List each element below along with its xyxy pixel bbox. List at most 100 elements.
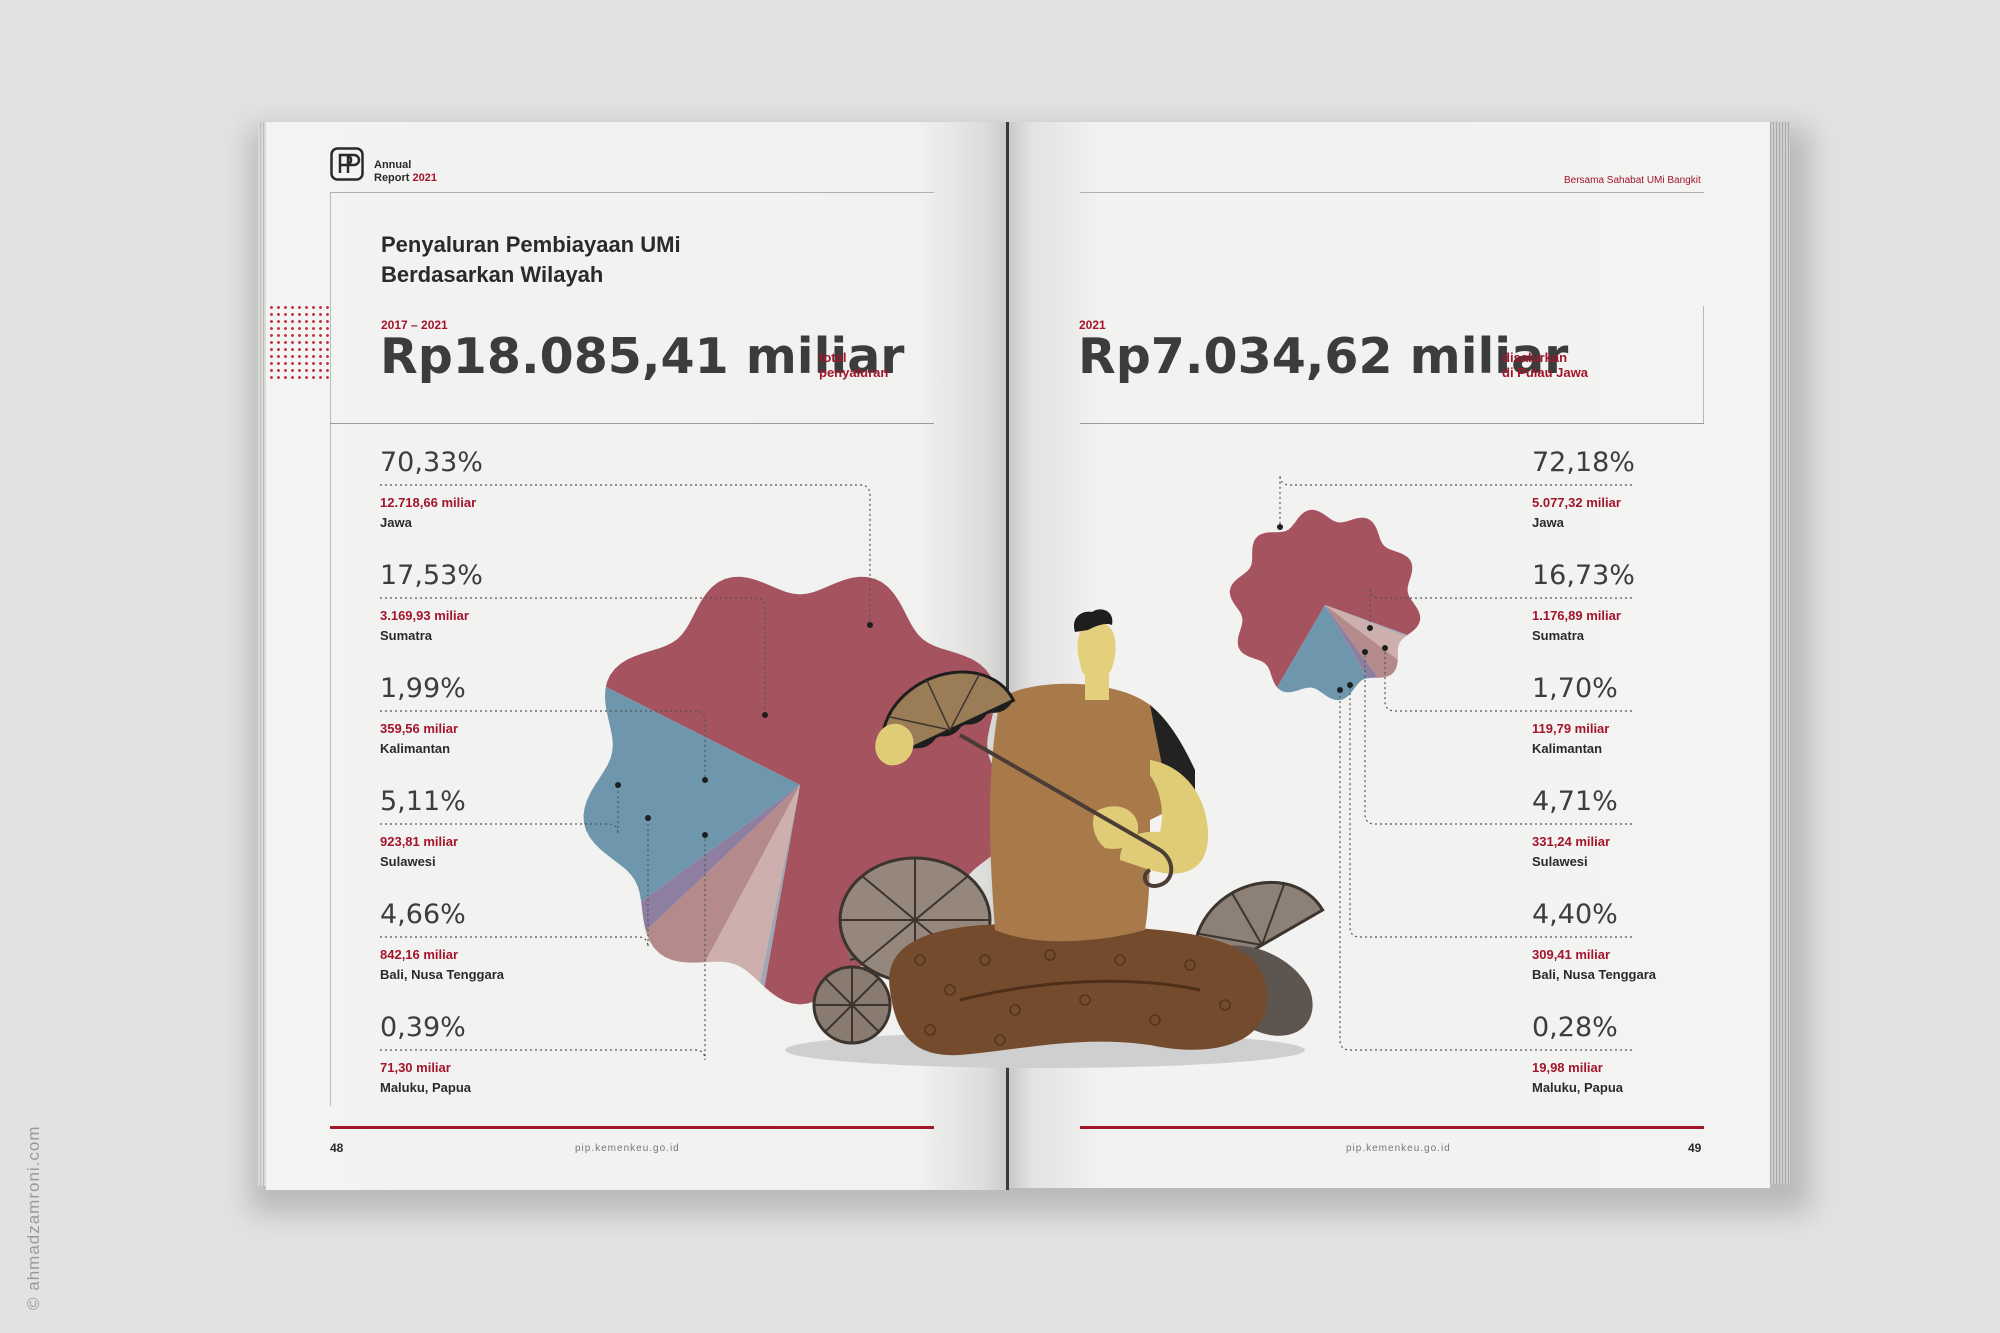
person-legs	[889, 923, 1268, 1056]
right-region-jawa: Jawa	[1532, 515, 1564, 530]
right-region-sulawesi: Sulawesi	[1532, 854, 1588, 869]
open-umbrella-bottom-left	[812, 965, 892, 1045]
right-total-amount: Rp7.034,62 miliar	[1078, 328, 1569, 385]
spine	[1006, 122, 1009, 1190]
left-pct-sumatra: 17,53%	[380, 560, 483, 591]
right-leader-maluku-papua	[1339, 690, 1632, 1051]
right-amount-bali-nt: 309,41 miliar	[1532, 947, 1611, 962]
right-region-sumatra: Sumatra	[1532, 628, 1585, 643]
left-total-note-1: total	[819, 350, 847, 365]
right-frame-vline	[1703, 306, 1704, 424]
left-leader-sumatra	[380, 597, 766, 715]
right-amount-maluku-papua: 19,98 miliar	[1532, 1060, 1603, 1075]
right-leader-lines	[1279, 474, 1632, 1051]
left-pct-bali-nt: 4,66%	[380, 899, 466, 930]
left-header-rule	[330, 423, 934, 424]
left-region-sulawesi: Sulawesi	[380, 854, 436, 869]
left-region-maluku-papua: Maluku, Papua	[380, 1080, 472, 1095]
left-region-kalimantan: Kalimantan	[380, 741, 451, 756]
left-region-sumatra: Sumatra	[380, 628, 433, 643]
left-pie-slice-jawa	[583, 576, 1017, 1005]
right-leader-dot-sumatra	[1367, 625, 1373, 631]
left-leader-dot-jawa	[867, 622, 873, 628]
right-total-note-2: di Pulau Jawa	[1502, 365, 1588, 380]
logo-text-annual: Annual	[374, 159, 412, 171]
left-leader-jawa	[380, 484, 871, 625]
left-leader-maluku-papua	[380, 835, 706, 1061]
right-header-rule	[1080, 423, 1704, 424]
left-amount-sumatra: 3.169,93 miliar	[380, 608, 469, 623]
left-leader-sulawesi	[380, 785, 619, 835]
logo-report-word: Report	[374, 172, 410, 184]
right-tagline: Bersama Sahabat UMi Bangkit	[1564, 175, 1701, 186]
left-footer-url: pip.kemenkeu.go.id	[575, 1143, 680, 1154]
left-pie-slice-bali-nt	[587, 785, 800, 1005]
left-leader-kalimantan	[380, 710, 706, 780]
left-amount-jawa: 12.718,66 miliar	[380, 495, 477, 510]
left-leader-lines	[380, 484, 871, 1061]
left-amount-bali-nt: 842,16 miliar	[380, 947, 459, 962]
right-amount-sumatra: 1.176,89 miliar	[1532, 608, 1621, 623]
right-pct-kalimantan: 1,70%	[1532, 673, 1618, 704]
right-total-note-1: disalurkan	[1502, 350, 1568, 365]
right-leader-sumatra	[1369, 587, 1632, 628]
right-amount-sulawesi: 331,24 miliar	[1532, 834, 1611, 849]
left-period: 2017 – 2021	[381, 318, 448, 332]
right-pie-chart	[1229, 509, 1421, 701]
right-leader-dot-maluku-papua	[1337, 687, 1343, 693]
right-pie-slice-jawa	[1229, 509, 1421, 701]
left-footer-rule	[330, 1126, 934, 1129]
left-region-jawa: Jawa	[380, 515, 412, 530]
right-page-number: 49	[1688, 1141, 1702, 1155]
left-amount-kalimantan: 359,56 miliar	[380, 721, 459, 736]
left-pct-maluku-papua: 0,39%	[380, 1012, 466, 1043]
hand-left	[875, 723, 914, 766]
right-pct-bali-nt: 4,40%	[1532, 899, 1618, 930]
cane	[959, 733, 1174, 888]
right-period: 2021	[1079, 318, 1106, 332]
right-top-rule	[1080, 192, 1704, 193]
left-leader-dot-sulawesi	[615, 782, 621, 788]
left-frame-vline	[330, 192, 331, 1106]
page-edges-right	[1768, 122, 1790, 1184]
right-leader-dot-bali-nt	[1347, 682, 1353, 688]
logo-mark	[330, 147, 364, 181]
right-leader-dot-sulawesi	[1362, 649, 1368, 655]
person-head	[1073, 609, 1116, 700]
right-leader-kalimantan	[1384, 648, 1632, 712]
logo-year: 2021	[412, 172, 437, 184]
left-page-number: 48	[330, 1141, 344, 1155]
left-amount-maluku-papua: 71,30 miliar	[380, 1060, 451, 1075]
logo-text-report: Report 2021	[374, 172, 437, 184]
left-pct-kalimantan: 1,99%	[380, 673, 466, 704]
right-region-maluku-papua: Maluku, Papua	[1532, 1080, 1624, 1095]
right-pct-sulawesi: 4,71%	[1532, 786, 1618, 817]
left-amount-sulawesi: 923,81 miliar	[380, 834, 459, 849]
right-leader-sulawesi	[1364, 652, 1632, 825]
left-region-bali-nt: Bali, Nusa Tenggara	[380, 967, 505, 982]
left-leader-dot-bali-nt	[645, 815, 651, 821]
left-leader-bali-nt	[380, 818, 649, 948]
left-total-amount: Rp18.085,41 miliar	[380, 328, 905, 385]
left-pct-jawa: 70,33%	[380, 447, 483, 478]
right-footer-url: pip.kemenkeu.go.id	[1346, 1143, 1451, 1154]
right-pct-maluku-papua: 0,28%	[1532, 1012, 1618, 1043]
right-pct-jawa: 72,18%	[1532, 447, 1635, 478]
left-pct-sulawesi: 5,11%	[380, 786, 466, 817]
left-pie-slice-maluku-papua	[710, 785, 800, 1005]
left-top-rule	[330, 192, 934, 193]
right-leader-dot-kalimantan	[1382, 645, 1388, 651]
page-title-line1: Penyaluran Pembiayaan UMi	[381, 232, 681, 257]
right-leader-dot-jawa	[1277, 524, 1283, 530]
dot-grid-decoration	[268, 304, 330, 380]
right-leader-bali-nt	[1349, 685, 1632, 938]
left-leader-dot-maluku-papua	[702, 832, 708, 838]
right-amount-jawa: 5.077,32 miliar	[1532, 495, 1621, 510]
left-leader-dot-kalimantan	[702, 777, 708, 783]
page-title-line2: Berdasarkan Wilayah	[381, 262, 604, 287]
right-region-kalimantan: Kalimantan	[1532, 741, 1603, 756]
left-total-note-2: penyaluran	[819, 365, 889, 380]
right-region-bali-nt: Bali, Nusa Tenggara	[1532, 967, 1657, 982]
right-amount-kalimantan: 119,79 miliar	[1532, 721, 1610, 736]
